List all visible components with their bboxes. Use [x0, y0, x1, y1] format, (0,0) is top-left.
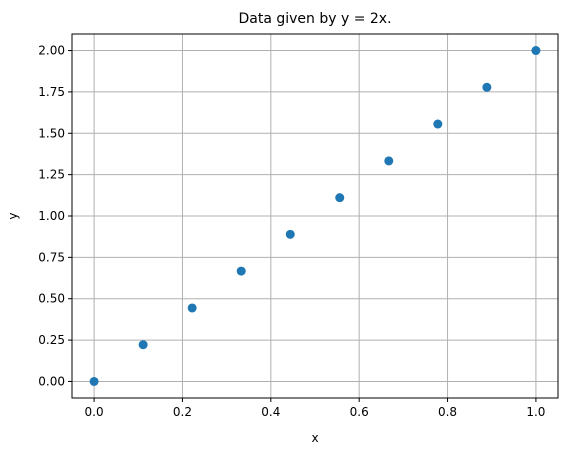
data-point [531, 46, 541, 56]
x-tick-label: 0.0 [85, 405, 104, 419]
y-axis-label: y [6, 212, 20, 219]
data-point [335, 193, 345, 203]
x-tick-label: 0.2 [173, 405, 192, 419]
chart-title: Data given by y = 2x. [238, 11, 391, 27]
x-tick-label: 1.0 [526, 405, 545, 419]
data-point [482, 82, 492, 92]
x-axis-ticks: 0.0 0.2 0.4 0.6 0.8 1.0 [85, 398, 545, 419]
data-point [89, 376, 99, 386]
y-tick-label: 1.00 [38, 209, 65, 223]
y-tick-label: 0.00 [38, 374, 65, 388]
data-point [433, 119, 443, 129]
data-point [138, 340, 148, 350]
y-tick-label: 0.25 [38, 333, 65, 347]
x-tick-label: 0.4 [261, 405, 280, 419]
y-tick-label: 1.50 [38, 126, 65, 140]
grid-lines [72, 34, 558, 398]
x-tick-label: 0.8 [438, 405, 457, 419]
x-axis-label: x [311, 431, 318, 445]
y-tick-label: 1.25 [38, 168, 65, 182]
x-tick-label: 0.6 [350, 405, 369, 419]
y-axis-ticks: 0.00 0.25 0.50 0.75 1.00 1.25 1.50 1.75 2.00 [38, 44, 72, 388]
y-tick-label: 0.50 [38, 292, 65, 306]
data-points [89, 46, 541, 386]
data-point [384, 156, 394, 166]
y-tick-label: 1.75 [38, 85, 65, 99]
data-point [285, 229, 295, 239]
data-point [187, 303, 197, 313]
data-point [236, 266, 246, 276]
y-tick-label: 0.75 [38, 250, 65, 264]
y-tick-label: 2.00 [38, 44, 65, 58]
